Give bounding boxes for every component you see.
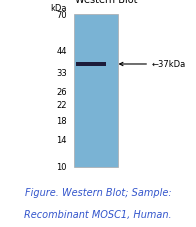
Text: 10: 10 [56, 162, 67, 171]
Text: Recombinant MOSC1, Human.: Recombinant MOSC1, Human. [24, 210, 172, 220]
Text: ←37kDa: ←37kDa [120, 60, 186, 69]
Bar [76, 62, 106, 67]
Text: kDa: kDa [50, 4, 67, 13]
Text: 14: 14 [56, 136, 67, 145]
Text: 26: 26 [56, 88, 67, 96]
Text: 22: 22 [56, 101, 67, 110]
Text: Western Blot: Western Blot [75, 0, 137, 5]
Text: 33: 33 [56, 69, 67, 78]
Text: Figure. Western Blot; Sample:: Figure. Western Blot; Sample: [25, 187, 171, 197]
Text: 44: 44 [56, 47, 67, 56]
Text: 70: 70 [56, 11, 67, 20]
Bar [74, 15, 118, 167]
Text: 18: 18 [56, 116, 67, 125]
